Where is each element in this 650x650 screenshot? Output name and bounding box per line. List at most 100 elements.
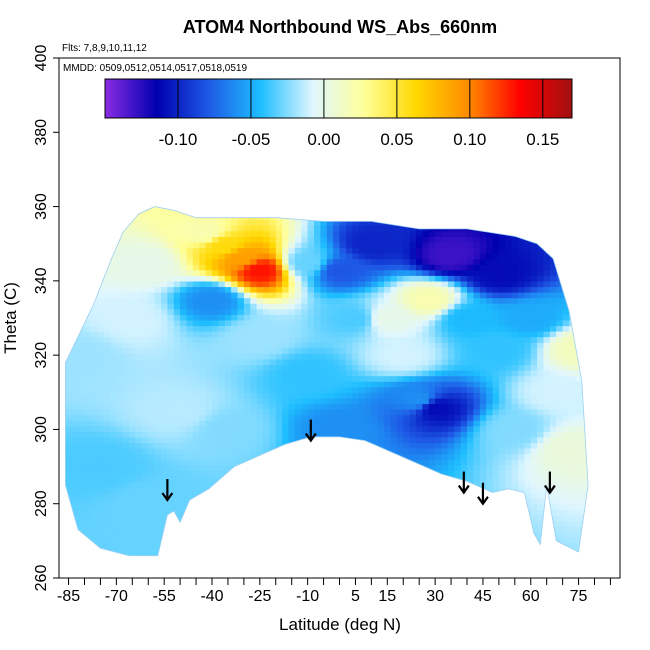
field-cell — [237, 542, 245, 549]
field-cell — [65, 487, 73, 494]
field-cell — [167, 208, 175, 215]
field-cell — [148, 397, 156, 405]
field-cell — [161, 565, 168, 571]
field-cell — [224, 492, 232, 499]
field-cell — [371, 470, 379, 477]
field-cell — [326, 464, 334, 471]
field-cell — [403, 537, 411, 544]
field-cell — [345, 236, 353, 243]
field-cell — [110, 565, 117, 571]
field-cell — [345, 520, 353, 527]
field-cell — [212, 308, 219, 315]
field-cell — [263, 353, 270, 360]
field-cell — [199, 381, 207, 388]
field-cell — [269, 520, 277, 527]
field-cell — [396, 503, 404, 510]
field-cell — [237, 319, 245, 327]
field-cell — [339, 319, 347, 327]
field-cell — [65, 420, 66, 427]
field-cell — [154, 509, 162, 516]
field-cell — [518, 336, 525, 343]
field-cell — [377, 336, 385, 343]
field-cell — [237, 325, 245, 332]
field-cell — [320, 292, 328, 299]
field-cell — [269, 258, 277, 265]
field-cell — [454, 208, 462, 215]
field-cell — [205, 230, 213, 237]
field-cell — [116, 208, 124, 215]
field-cell — [180, 214, 188, 221]
field-cell — [90, 303, 98, 310]
field-cell — [269, 537, 277, 544]
field-cell — [199, 409, 207, 416]
field-cell — [473, 425, 481, 432]
field-cell — [518, 559, 525, 565]
field-cell — [352, 347, 360, 354]
field-cell — [192, 292, 200, 299]
field-cell — [212, 403, 219, 410]
field-cell — [403, 565, 410, 571]
field-cell — [141, 347, 149, 354]
field-cell — [333, 442, 341, 449]
field-cell — [155, 559, 162, 565]
field-cell — [205, 397, 213, 405]
field-cell — [454, 409, 462, 416]
field-cell — [326, 292, 334, 299]
field-cell — [110, 425, 117, 432]
field-cell — [511, 314, 519, 321]
field-cell — [243, 342, 251, 349]
field-cell — [371, 548, 379, 555]
field-cell — [250, 403, 258, 410]
field-cell — [154, 292, 162, 299]
field-cell — [326, 386, 334, 393]
field-cell — [71, 314, 79, 321]
field-cell — [479, 347, 487, 354]
field-cell — [282, 381, 290, 388]
field-cell — [390, 531, 398, 538]
field-cell — [65, 264, 66, 271]
field-cell — [358, 409, 366, 416]
field-cell — [154, 225, 162, 232]
field-cell — [479, 247, 487, 254]
field-cell — [263, 342, 270, 349]
field-cell — [224, 498, 232, 505]
field-cell — [435, 453, 443, 460]
field-cell — [479, 364, 487, 371]
field-cell — [288, 275, 296, 282]
field-cell — [167, 559, 174, 565]
field-cell — [498, 214, 506, 221]
field-cell — [218, 258, 226, 265]
field-cell — [250, 331, 258, 338]
field-cell — [294, 331, 302, 338]
field-cell — [65, 475, 66, 483]
field-cell — [243, 548, 251, 555]
field-cell — [103, 492, 111, 499]
field-cell — [225, 559, 232, 565]
field-cell — [84, 280, 92, 288]
field-cell — [454, 364, 462, 371]
field-cell — [135, 225, 143, 232]
field-cell — [428, 325, 436, 332]
field-cell — [180, 358, 188, 366]
field-cell — [505, 208, 513, 215]
field-cell — [498, 425, 506, 432]
field-cell — [301, 548, 309, 555]
field-cell — [84, 364, 92, 371]
field-cell — [428, 392, 436, 399]
field-cell — [269, 492, 277, 499]
field-cell — [282, 269, 290, 276]
field-cell — [218, 280, 226, 288]
field-cell — [377, 403, 385, 410]
field-cell — [269, 409, 277, 416]
field-cell — [339, 241, 347, 249]
field-cell — [103, 403, 111, 410]
field-cell — [212, 526, 219, 533]
field-cell — [505, 264, 513, 271]
field-cell — [454, 247, 462, 254]
field-cell — [511, 509, 519, 516]
field-cell — [65, 459, 73, 466]
field-cell — [243, 336, 251, 343]
field-cell — [320, 436, 328, 444]
field-cell — [135, 531, 143, 538]
field-cell — [205, 319, 213, 327]
